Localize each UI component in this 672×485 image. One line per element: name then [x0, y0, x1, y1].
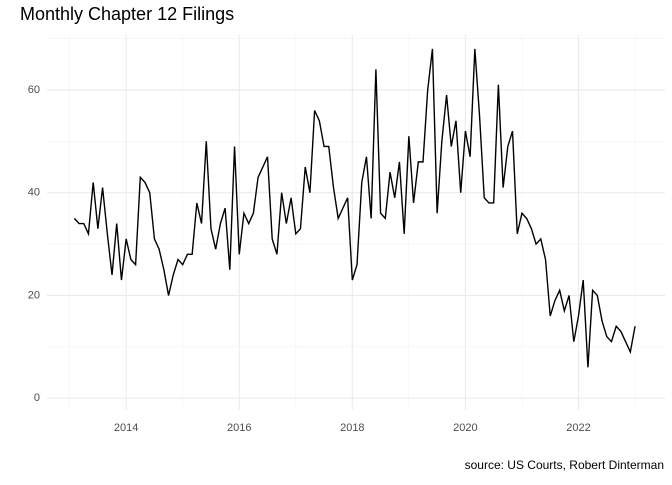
x-tick-label: 2020: [453, 422, 477, 434]
y-tick-label: 40: [28, 187, 40, 199]
data-line: [73, 48, 636, 368]
chart-title: Monthly Chapter 12 Filings: [20, 4, 234, 24]
caption: source: US Courts, Robert Dinterman: [465, 458, 664, 472]
x-tick-label: 2016: [227, 422, 251, 434]
x-tick-label: 2018: [340, 422, 364, 434]
y-tick-label: 0: [34, 392, 40, 404]
x-tick-label: 2022: [566, 422, 590, 434]
y-tick-label: 20: [28, 289, 40, 301]
x-tick-label: 2014: [114, 422, 138, 434]
y-tick-label: 60: [28, 84, 40, 96]
